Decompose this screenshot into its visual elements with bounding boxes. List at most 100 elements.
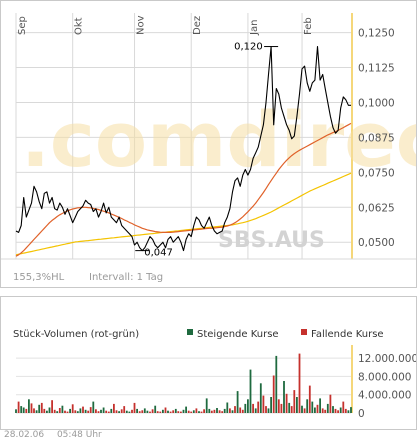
volume-bar: [177, 411, 180, 413]
volume-bar: [216, 408, 218, 413]
volume-bar: [259, 383, 262, 413]
volume-bar: [56, 411, 59, 413]
volume-bar: [82, 406, 84, 413]
volume-bar: [208, 408, 211, 413]
volume-bar: [30, 403, 33, 413]
price-series: [15, 45, 352, 257]
volume-bar: [221, 411, 224, 413]
volume-bar: [306, 399, 309, 413]
price-chart: .comdirect SBS.AUS 0,120 0,047 Sep Okt Nov D…: [1, 13, 416, 283]
volume-bar: [229, 408, 231, 413]
volume-bar: [66, 411, 69, 413]
volume-bar: [272, 375, 275, 413]
volume-bar: [190, 411, 193, 413]
legend-swatch-rising: [187, 329, 193, 335]
volume-bar: [226, 402, 229, 413]
y-tick-label: 0,0875: [358, 132, 395, 144]
volume-bar: [236, 391, 239, 413]
x-tick-label: Feb: [303, 17, 314, 35]
volume-bar: [308, 385, 311, 413]
volume-bar: [244, 403, 247, 413]
volume-bar: [69, 408, 71, 413]
volume-bar: [198, 411, 200, 413]
y-tick-label: 0,0625: [358, 202, 395, 214]
volume-bar: [107, 411, 110, 413]
volume-bar: [321, 408, 324, 413]
volume-y-tick-label: 8.000.000: [358, 371, 411, 383]
y-tick-label: 0,1000: [358, 97, 395, 109]
volume-bar: [97, 411, 100, 413]
volume-bar: [25, 408, 28, 413]
volume-bar: [285, 393, 288, 413]
volume-bar: [84, 409, 87, 413]
volume-bar: [154, 405, 157, 413]
volume-bar: [319, 398, 321, 413]
y-axis-labels: 0,1250 0,1125 0,1000 0,0875 0,0750 0,0625 0,05…: [358, 28, 395, 250]
volume-bar: [252, 403, 254, 413]
volume-bar: [174, 408, 177, 413]
volume-bar: [95, 409, 97, 413]
volume-bar: [22, 407, 25, 413]
volume-bar: [311, 401, 314, 413]
volume-bar: [131, 409, 133, 413]
volume-bar: [35, 410, 38, 413]
volume-bar: [249, 369, 252, 413]
volume-bar: [151, 409, 154, 413]
volume-bar: [290, 406, 293, 413]
price-chart-panel: .comdirect SBS.AUS 0,120 0,047 Sep Okt Nov D…: [0, 0, 417, 288]
volume-bar: [187, 410, 190, 413]
volume-bar: [223, 408, 226, 413]
volume-bar: [128, 411, 131, 413]
volume-bars: [15, 353, 352, 413]
volume-bar: [293, 390, 296, 413]
volume-bar: [113, 403, 115, 413]
volume-bar: [149, 411, 151, 413]
volume-bar: [167, 410, 169, 413]
volume-bar: [15, 409, 17, 413]
volume-bar: [231, 410, 234, 413]
footer-timestamp: 28.02.06 05:48 Uhr: [4, 430, 112, 440]
series-line-ma-short: [15, 122, 352, 257]
legend-rising-label: Steigende Kurse: [197, 329, 279, 340]
volume-bar: [71, 404, 74, 413]
volume-bar: [138, 411, 141, 413]
footer-date: 28.02.06: [4, 430, 45, 440]
volume-bar: [74, 410, 77, 413]
volume-bar: [192, 410, 195, 413]
volume-bar: [314, 407, 316, 413]
volume-bar: [296, 397, 298, 413]
volume-bar: [203, 409, 205, 413]
volume-bar: [133, 402, 136, 413]
x-tick-label: Jan: [249, 20, 260, 36]
volume-bar: [265, 406, 267, 413]
volume-bar: [46, 410, 48, 413]
volume-bar: [324, 409, 327, 413]
volume-bar: [120, 409, 123, 413]
volume-bar: [118, 411, 120, 413]
volume-grid: [16, 345, 353, 414]
volume-bar: [110, 408, 113, 413]
x-tick-label: Dez: [192, 16, 203, 35]
volume-bar: [280, 403, 283, 413]
volume-bar: [239, 407, 242, 413]
y-tick-label: 0,1250: [358, 28, 395, 40]
volume-bar: [125, 410, 128, 413]
volume-bar: [105, 410, 108, 413]
volume-bar: [303, 408, 306, 413]
volume-bar: [20, 406, 23, 413]
volume-bar: [48, 407, 51, 413]
x-tick-label: Sep: [17, 16, 28, 35]
volume-bar: [61, 405, 64, 413]
volume-bar: [172, 410, 175, 413]
volume-bar: [262, 395, 265, 413]
volume-bar: [87, 410, 90, 413]
volume-bar: [277, 399, 280, 413]
volume-bar: [350, 407, 352, 413]
volume-y-tick-label: 4.000.000: [358, 390, 411, 402]
volume-bar: [257, 401, 260, 413]
price-grid: [15, 13, 353, 259]
volume-bar: [58, 408, 61, 413]
volume-bar: [38, 404, 41, 413]
volume-bar: [115, 410, 118, 413]
price-annotations: 0,120 0,047: [135, 42, 279, 259]
